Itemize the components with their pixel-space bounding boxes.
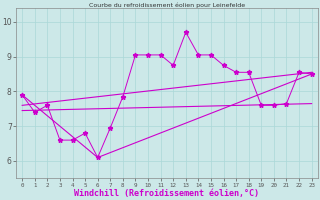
X-axis label: Windchill (Refroidissement éolien,°C): Windchill (Refroidissement éolien,°C) [74,189,260,198]
Title: Courbe du refroidissement éolien pour Leinefelde: Courbe du refroidissement éolien pour Le… [89,2,245,8]
